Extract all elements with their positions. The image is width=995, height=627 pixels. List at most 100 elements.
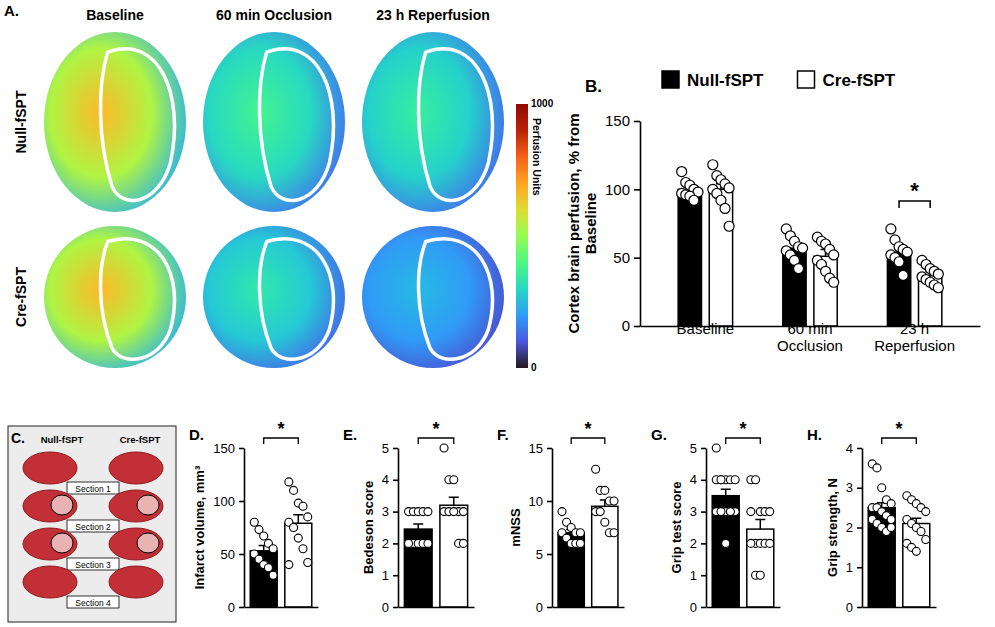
panel: 01234Grip strength, NH.* (807, 419, 937, 615)
tick: 50 (613, 249, 640, 266)
text-line: Bedeson score (361, 481, 376, 574)
column-header: 23 h Reperfusion (376, 7, 490, 23)
bar (868, 508, 895, 607)
data-point (290, 524, 298, 532)
axis-line (245, 607, 319, 609)
tick: 0 (536, 600, 552, 615)
tick-label: 2 (382, 536, 389, 551)
data-point (712, 444, 720, 452)
data-point (440, 444, 448, 452)
axis-line (399, 607, 475, 609)
tick-mark (547, 554, 552, 556)
tick-mark (239, 554, 244, 556)
data-point (450, 476, 458, 484)
data-point (726, 508, 734, 516)
infarct-region (137, 533, 159, 553)
data-point (766, 508, 774, 516)
text-line: 23 h (900, 320, 929, 337)
data-point (596, 508, 604, 516)
tick-label: 3 (382, 504, 389, 519)
panel: 051015mNSSF.* (497, 419, 625, 615)
data-point (677, 167, 687, 177)
tick-mark (701, 479, 706, 481)
bar (285, 523, 312, 607)
roi-outline (260, 239, 334, 359)
text-line: mNSS (508, 508, 523, 547)
data-point (902, 247, 912, 257)
axis-line (706, 449, 708, 608)
tick-label: 5 (536, 547, 543, 562)
figure: A.Baseline60 min Occlusion23 h Reperfusi… (0, 0, 995, 627)
y-axis: 01234 (846, 441, 863, 615)
tick: 0 (382, 600, 398, 615)
tick-label: 5 (690, 441, 697, 456)
tick-label: 0 (536, 600, 543, 615)
section-label: Section 1 (75, 484, 111, 494)
text-line: Infarct volume, mm³ (192, 465, 207, 589)
photo-frame (8, 426, 176, 622)
bar (558, 533, 584, 607)
data-point (576, 539, 584, 547)
text-line: Grip strength, N (825, 478, 840, 577)
tick-mark (547, 501, 552, 503)
tick-mark (393, 511, 398, 513)
roi-outline (260, 49, 334, 201)
plot-marks (250, 478, 312, 607)
section-box (67, 596, 119, 608)
tick: 2 (382, 536, 398, 551)
data-point (922, 508, 930, 516)
tick-label: 23 hReperfusion (874, 320, 955, 354)
plot-marks (677, 160, 944, 326)
data-point (424, 539, 432, 547)
infarct-region (51, 495, 73, 515)
data-point (299, 502, 307, 510)
tick: 100 (213, 494, 244, 509)
axis-title: Bedeson score (361, 481, 376, 574)
tick-label: 0 (622, 317, 630, 334)
data-point (285, 561, 293, 569)
section-label: Section 2 (75, 522, 111, 532)
column-header: Null-fSPT (41, 434, 84, 445)
x-axis (245, 607, 319, 608)
y-axis: 051015 (529, 441, 553, 615)
roi-outline (101, 49, 175, 201)
tick: Baseline (677, 320, 735, 337)
panel-letter: D. (189, 426, 204, 443)
annotation: * (584, 419, 591, 439)
data-point (717, 476, 725, 484)
error-bar (449, 497, 459, 505)
bar (440, 505, 468, 607)
perfusion-image (44, 32, 186, 212)
data-point (898, 270, 908, 280)
axis-line (244, 449, 246, 608)
data-point (722, 539, 730, 547)
text-line: Cortex brain perfusion, % from (565, 113, 582, 333)
data-point (304, 558, 312, 566)
tick-label: 3 (690, 504, 697, 519)
panel-letter: C. (11, 430, 25, 446)
data-point (887, 524, 895, 532)
data-point (887, 500, 895, 508)
perfusion-image (362, 226, 504, 368)
brain-slice (109, 452, 163, 484)
bar (404, 529, 432, 607)
data-point (269, 571, 277, 579)
data-point (747, 508, 755, 516)
tick-mark (701, 607, 706, 609)
text-line: Grip test score (669, 482, 684, 574)
tick-mark (857, 567, 862, 569)
section-box (67, 558, 119, 570)
tick-mark (701, 543, 706, 545)
panel-letter: B. (585, 77, 602, 96)
plot-marks (404, 444, 467, 607)
bar (814, 256, 837, 326)
data-point (726, 508, 734, 516)
data-point (933, 283, 943, 293)
data-point (592, 465, 600, 473)
bar (250, 551, 277, 607)
data-point (724, 221, 734, 231)
tick-label: 150 (605, 112, 630, 129)
tick-label: Baseline (677, 320, 735, 337)
bar (709, 189, 732, 326)
colorbar-title: Perfusion Units (531, 118, 543, 196)
